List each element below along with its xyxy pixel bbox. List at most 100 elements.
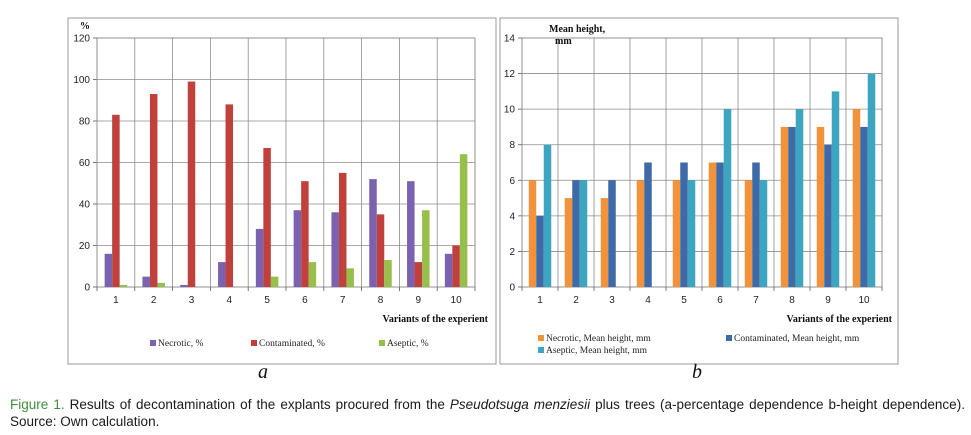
x-tick-label: 10 — [858, 295, 870, 306]
y-tick-label: 0 — [509, 283, 515, 294]
x-tick-label: 6 — [302, 295, 308, 306]
bar-a-s1-v6 — [293, 210, 302, 287]
legend-entry: Aseptic, Mean height, mm — [546, 346, 648, 356]
x-tick-label: 4 — [227, 295, 233, 306]
bar-b-s2-v8 — [788, 126, 796, 287]
bar-b-s3-v2 — [579, 180, 588, 287]
y-tick-label: 100 — [73, 75, 90, 86]
legend-swatch — [538, 335, 544, 341]
bar-a-s1-v10 — [444, 253, 453, 287]
bar-a-s3-v8 — [384, 260, 392, 287]
bar-b-s3-v6 — [723, 109, 732, 288]
bar-b-s1-v9 — [816, 126, 825, 287]
bar-b-s1-v1 — [528, 180, 537, 287]
x-tick-label: 7 — [340, 295, 346, 306]
legend-swatch — [726, 335, 732, 341]
y-tick-label: 6 — [509, 176, 515, 187]
y-tick-label: 40 — [79, 200, 91, 211]
y-tick-label: 2 — [509, 247, 515, 258]
bar-a-s3-v1 — [119, 284, 128, 287]
bar-b-s1-v2 — [564, 198, 573, 287]
bar-a-s2-v8 — [376, 214, 385, 287]
x-tick-label: 1 — [537, 295, 543, 306]
bar-b-s3-v8 — [795, 109, 804, 288]
bar-a-s1-v5 — [255, 228, 264, 287]
bar-b-s3-v10 — [867, 73, 876, 287]
x-tick-label: 9 — [825, 295, 831, 306]
x-tick-label: 8 — [789, 295, 795, 306]
x-tick-label: 9 — [416, 295, 422, 306]
x-tick-label: 8 — [378, 295, 384, 306]
legend-entry: Contaminated, % — [259, 339, 325, 349]
legend-swatch — [538, 347, 544, 353]
bar-a-s1-v7 — [331, 212, 339, 287]
bar-a-s3-v10 — [459, 154, 468, 287]
bar-b-s1-v7 — [744, 180, 753, 287]
bar-a-s1-v2 — [142, 276, 150, 287]
legend-entry: Aseptic, % — [387, 339, 429, 349]
y-tick-label: 0 — [84, 283, 90, 294]
bar-b-s1-v6 — [708, 162, 717, 287]
bar-b-s1-v4 — [636, 180, 645, 287]
bar-b-s1-v10 — [852, 109, 861, 288]
legend-swatch — [150, 340, 156, 346]
bar-a-s2-v4 — [225, 104, 234, 288]
bar-a-s1-v8 — [369, 179, 377, 287]
y-tick-label: 14 — [504, 34, 516, 45]
y-tick-label: 12 — [504, 69, 516, 80]
bar-a-s3-v6 — [308, 262, 317, 287]
bar-b-s2-v7 — [752, 162, 760, 287]
bar-a-s2-v9 — [414, 262, 423, 287]
bar-a-s3-v5 — [270, 276, 279, 287]
bar-a-s2-v5 — [263, 147, 271, 287]
legend-swatch — [379, 340, 385, 346]
bar-a-s2-v10 — [452, 245, 460, 287]
x-tick-label: 2 — [573, 295, 579, 306]
bar-b-s3-v5 — [687, 180, 696, 287]
bar-a-s2-v1 — [112, 114, 120, 288]
bar-a-s1-v3 — [180, 284, 188, 287]
bar-a-s3-v9 — [422, 210, 430, 287]
legend-entry: Contaminated, Mean height, mm — [734, 334, 860, 344]
panel-letter: b — [692, 361, 702, 380]
bar-a-s3-v7 — [346, 268, 354, 287]
caption-text-after: plus trees (a-percentage dependence b-he… — [10, 397, 965, 429]
bar-b-s2-v5 — [680, 162, 688, 287]
y-tick-label: 8 — [509, 140, 515, 151]
caption-text-before: Results of decontamination of the explan… — [69, 397, 445, 412]
bar-a-s2-v6 — [301, 181, 309, 287]
y-axis-title: Mean height, mm — [549, 24, 606, 47]
bar-b-s3-v1 — [543, 144, 552, 287]
bar-b-s1-v3 — [600, 198, 609, 287]
x-tick-label: 6 — [717, 295, 723, 306]
bar-a-s1-v9 — [407, 181, 415, 287]
x-tick-label: 5 — [264, 295, 270, 306]
bar-a-s3-v2 — [157, 282, 165, 287]
y-tick-label: 120 — [73, 34, 90, 45]
x-tick-label: 5 — [681, 295, 687, 306]
x-axis-title: Variants of the experient — [383, 314, 489, 325]
x-axis-title: Variants of the experient — [787, 314, 893, 325]
bar-a-s1-v4 — [218, 262, 226, 287]
bar-a-s2-v7 — [338, 172, 347, 287]
bar-a-s2-v3 — [187, 81, 196, 287]
y-tick-label: 20 — [79, 241, 91, 252]
y-tick-label: 80 — [79, 117, 91, 128]
y-tick-label: 60 — [79, 158, 91, 169]
legend-entry: Necrotic, Mean height, mm — [546, 334, 651, 344]
panel-letter: a — [258, 361, 268, 380]
legend-swatch — [251, 340, 257, 346]
x-tick-label: 4 — [645, 295, 651, 306]
bar-b-s2-v2 — [572, 180, 580, 287]
x-tick-label: 7 — [753, 295, 759, 306]
x-tick-label: 1 — [113, 295, 119, 306]
bar-b-s2-v6 — [716, 162, 724, 287]
legend-entry: Necrotic, % — [158, 339, 203, 349]
figure-caption: Figure 1. Results of decontamination of … — [10, 396, 965, 430]
bar-b-s3-v9 — [831, 91, 840, 287]
y-tick-label: 4 — [509, 211, 515, 222]
bar-b-s2-v9 — [824, 144, 832, 287]
y-tick-label: 10 — [504, 105, 516, 116]
y-axis-title: % — [80, 21, 90, 32]
